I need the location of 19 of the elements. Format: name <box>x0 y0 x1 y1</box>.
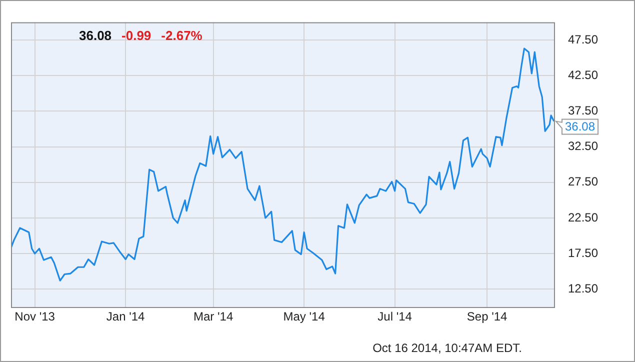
y-tick-label: 42.50 <box>568 68 598 82</box>
text: Oct 16 2014, 10:47AM EDT. <box>372 341 522 355</box>
annotation: -2.67% <box>161 28 203 43</box>
y-tick-label: 27.50 <box>568 174 598 189</box>
y-tick-label: 22.50 <box>568 210 598 224</box>
annotation: 36.08 <box>565 120 596 134</box>
x-tick-label: May '14 <box>283 310 326 324</box>
x-tick-label: Jul '14 <box>378 310 412 324</box>
x-tick-label: Nov '13 <box>14 310 56 324</box>
y-tick-label: 47.50 <box>568 32 598 46</box>
x-tick-label: Jan '14 <box>106 310 146 324</box>
annotation: -0.99 <box>122 28 152 43</box>
y-tick-label: 37.50 <box>568 104 598 118</box>
y-tick-label: 32.50 <box>568 139 598 154</box>
x-tick-label: Mar '14 <box>194 310 234 324</box>
y-tick-label: 12.50 <box>568 282 598 296</box>
x-tick-label: Sep '14 <box>466 310 508 324</box>
y-tick-label: 17.50 <box>568 246 598 260</box>
annotation: 36.08 <box>79 28 112 43</box>
